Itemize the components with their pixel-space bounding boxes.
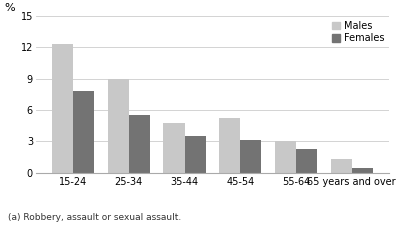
Bar [73,91,94,173]
Bar [331,159,352,173]
Bar [185,136,206,173]
Bar [219,118,240,173]
Bar [275,141,296,173]
Text: %: % [4,3,15,13]
Legend: Males, Females: Males, Females [332,21,384,43]
Bar [240,140,262,173]
Bar [296,148,317,173]
Text: (a) Robbery, assault or sexual assault.: (a) Robbery, assault or sexual assault. [8,213,181,222]
Bar [129,115,150,173]
Bar [52,44,73,173]
Bar [352,168,373,173]
Bar [163,123,185,173]
Bar [108,79,129,173]
